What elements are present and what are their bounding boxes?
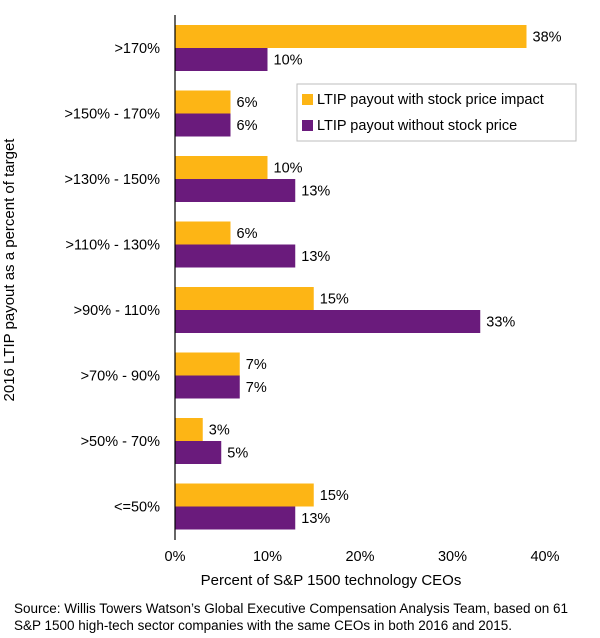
category-label: >50% - 70% (81, 434, 161, 450)
bar-value-label: 3% (209, 423, 230, 439)
bar-value-label: 5% (227, 446, 248, 462)
legend-swatch-without-stock-price (302, 120, 313, 131)
category-label: >110% - 130% (66, 237, 161, 253)
bar-with-stock-price (175, 418, 203, 441)
legend-label-without-stock-price: LTIP payout without stock price (317, 118, 517, 134)
bar-with-stock-price (175, 156, 268, 179)
category-label: >130% - 150% (64, 172, 160, 188)
x-tick-label: 10% (253, 549, 282, 565)
x-ticks: 0% 10% 20% 30% 40% (165, 549, 560, 565)
bar-value-label: 13% (301, 511, 330, 527)
bar-without-stock-price (175, 375, 240, 399)
bar-value-label: 38% (533, 30, 562, 46)
bars-layer (175, 25, 527, 530)
legend: LTIP payout with stock price impact LTIP… (296, 83, 577, 142)
bar-value-label: 7% (246, 357, 267, 373)
x-tick-label: 30% (438, 549, 467, 565)
category-label: >170% (114, 41, 160, 57)
bar-without-stock-price (175, 113, 231, 137)
legend-box (296, 83, 577, 142)
source-note: Source: Willis Towers Watson’s Global Ex… (14, 601, 569, 633)
category-label: >150% - 170% (64, 106, 160, 122)
category-label: <=50% (114, 499, 160, 515)
bar-without-stock-price (175, 244, 296, 268)
category-labels: >170% >150% - 170% >130% - 150% >110% - 130… (64, 41, 160, 516)
category-label: >70% - 90% (81, 368, 161, 384)
legend-swatch-with-stock-price (302, 94, 313, 105)
bar-without-stock-price (175, 179, 296, 202)
x-tick-label: 0% (165, 549, 186, 565)
x-tick-label: 40% (530, 549, 559, 565)
bar-with-stock-price (175, 25, 527, 48)
bar-value-label: 15% (320, 488, 349, 504)
x-axis-title: Percent of S&P 1500 technology CEOs (201, 572, 462, 589)
bar-value-label: 33% (486, 315, 515, 331)
legend-label-with-stock-price: LTIP payout with stock price impact (317, 92, 544, 108)
value-labels: 38% 10% 6% 6% 10% 13% 6% 13% 15% 33% 7% 7% 3% 5% 15% 13… (209, 30, 562, 528)
bar-value-label: 13% (301, 184, 330, 200)
bar-value-label: 7% (246, 380, 267, 396)
bar-with-stock-price (175, 352, 240, 376)
bar-value-label: 6% (237, 226, 258, 242)
bar-without-stock-price (175, 310, 481, 333)
bar-without-stock-price (175, 48, 268, 71)
bar-with-stock-price (175, 221, 231, 245)
bar-without-stock-price (175, 506, 296, 530)
bar-value-label: 10% (274, 53, 303, 69)
y-axis-title: 2016 LTIP payout as a percent of target (1, 138, 18, 402)
bar-with-stock-price (175, 483, 314, 507)
bar-value-label: 6% (237, 118, 258, 134)
category-label: >90% - 110% (74, 303, 160, 319)
bar-value-label: 13% (301, 249, 330, 265)
bar-value-label: 15% (320, 292, 349, 308)
bar-with-stock-price (175, 90, 231, 114)
bar-without-stock-price (175, 441, 222, 464)
bar-value-label: 10% (274, 161, 303, 177)
bar-with-stock-price (175, 287, 314, 310)
bar-value-label: 6% (237, 95, 258, 111)
x-tick-label: 20% (345, 549, 374, 565)
